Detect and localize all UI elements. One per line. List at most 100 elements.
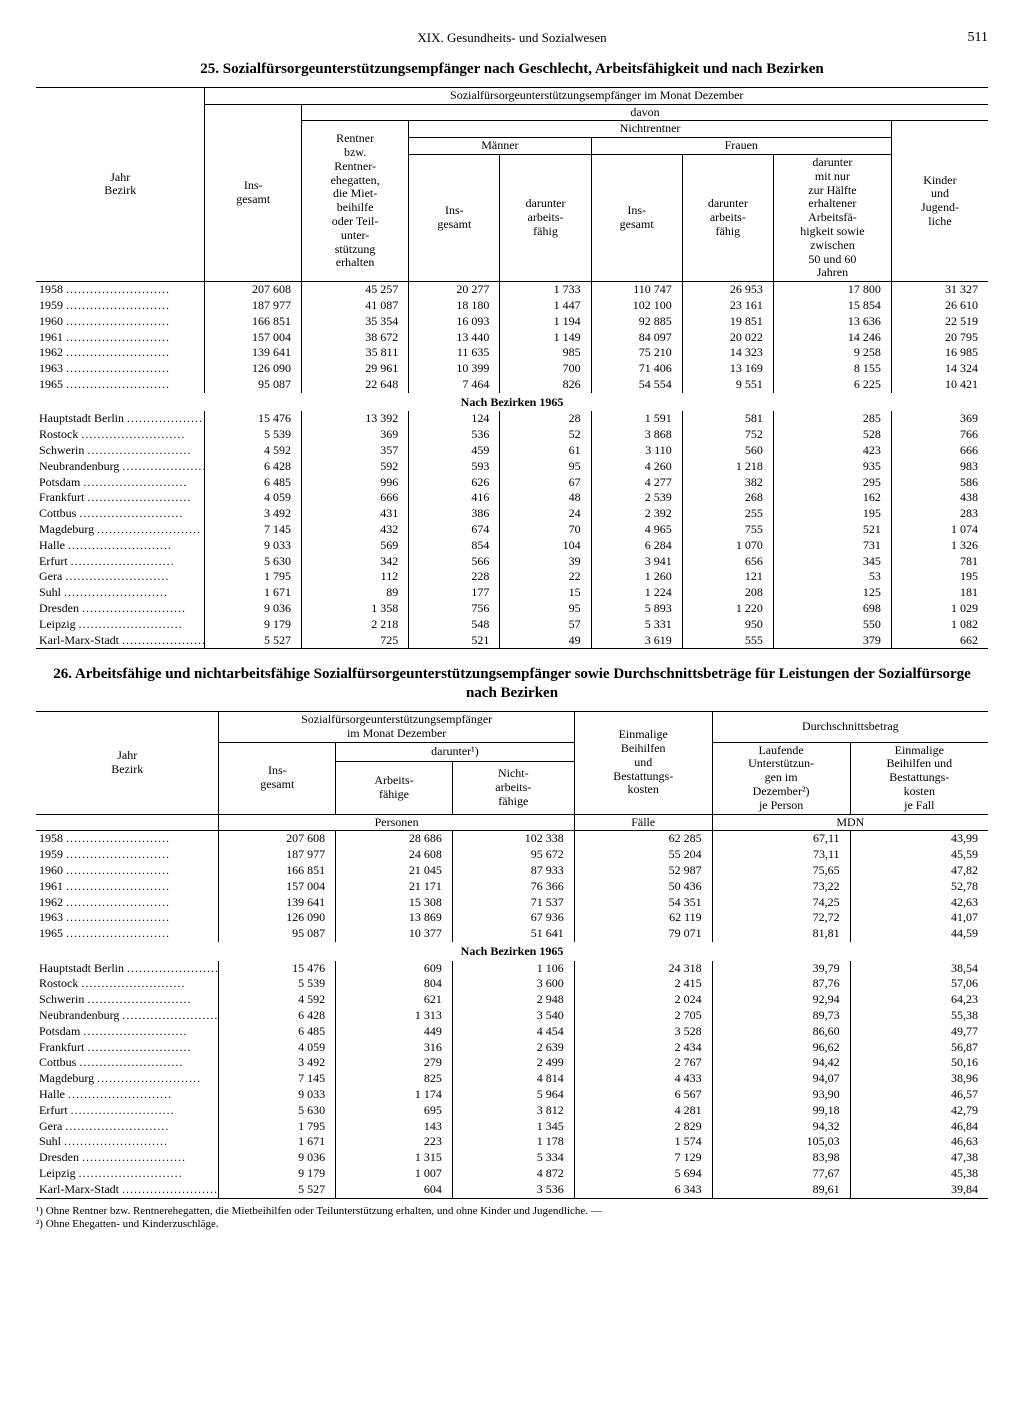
cell: 64,23: [850, 992, 988, 1008]
cell: 4 872: [452, 1166, 574, 1182]
row-label: 1965: [36, 926, 219, 942]
cell: 1 220: [682, 601, 773, 617]
cell: 139 641: [205, 345, 302, 361]
table-25-year-rows: 1958 207 60845 25720 2771 733110 74726 9…: [36, 282, 988, 393]
cell: 3 492: [219, 1055, 336, 1071]
cell: 42,79: [850, 1103, 988, 1119]
cell: 804: [336, 976, 453, 992]
cell: 4 281: [574, 1103, 712, 1119]
cell: 2 499: [452, 1055, 574, 1071]
cell: 51 641: [452, 926, 574, 942]
hdr26-laufend: Laufende Unterstützun- gen im Dezember²)…: [712, 742, 850, 814]
cell: 45,59: [850, 847, 988, 863]
cell: 18 180: [409, 298, 500, 314]
cell: 56,87: [850, 1040, 988, 1056]
hdr26-personen: Personen: [219, 814, 574, 831]
cell: 15: [500, 585, 591, 601]
cell: 38 672: [301, 330, 408, 346]
cell: 9 179: [219, 1166, 336, 1182]
table-row: Frankfurt 4 0593162 6392 43496,6256,87: [36, 1040, 988, 1056]
cell: 586: [891, 475, 988, 491]
cell: 20 277: [409, 282, 500, 298]
cell: 31 327: [891, 282, 988, 298]
row-label: Magdeburg: [36, 1071, 219, 1087]
cell: 84 097: [591, 330, 682, 346]
cell: 4 260: [591, 459, 682, 475]
hdr26-darunter: darunter¹): [336, 742, 575, 762]
cell: 14 324: [891, 361, 988, 377]
cell: 104: [500, 538, 591, 554]
cell: 9 036: [205, 601, 302, 617]
cell: 7 464: [409, 377, 500, 393]
cell: 1 326: [891, 538, 988, 554]
cell: 6 343: [574, 1182, 712, 1198]
table-row: 1962 139 64135 81111 63598575 21014 3239…: [36, 345, 988, 361]
cell: 1 174: [336, 1087, 453, 1103]
cell: 26 610: [891, 298, 988, 314]
cell: 548: [409, 617, 500, 633]
cell: 1 313: [336, 1008, 453, 1024]
cell: 24 608: [336, 847, 453, 863]
cell: 57,06: [850, 976, 988, 992]
cell: 46,84: [850, 1119, 988, 1135]
cell: 41,07: [850, 910, 988, 926]
cell: 609: [336, 961, 453, 977]
table-row: Halle 9 0331 1745 9646 56793,9046,57: [36, 1087, 988, 1103]
cell: 4 592: [205, 443, 302, 459]
cell: 21 171: [336, 879, 453, 895]
table-row: Dresden 9 0361 3155 3347 12983,9847,38: [36, 1150, 988, 1166]
cell: 432: [301, 522, 408, 538]
cell: 1 218: [682, 459, 773, 475]
cell: 725: [301, 633, 408, 649]
cell: 5 527: [219, 1182, 336, 1198]
table-row: 1958 207 60828 686102 33862 28567,1143,9…: [36, 831, 988, 847]
hdr-insgesamt: Ins- gesamt: [205, 104, 302, 282]
cell: 4 965: [591, 522, 682, 538]
cell: 731: [773, 538, 891, 554]
cell: 15 476: [219, 961, 336, 977]
cell: 49,77: [850, 1024, 988, 1040]
cell: 6 485: [219, 1024, 336, 1040]
row-label: 1959: [36, 298, 205, 314]
table-row: Cottbus 3 4922792 4992 76794,4250,16: [36, 1055, 988, 1071]
row-label: Suhl: [36, 585, 205, 601]
table-26: Jahr Bezirk Sozialfürsorgeunterstützungs…: [36, 711, 988, 1201]
cell: 756: [409, 601, 500, 617]
cell: 9 179: [205, 617, 302, 633]
hdr26-jahr-bezirk: Jahr Bezirk: [36, 711, 219, 814]
hdr26-ins: Ins- gesamt: [219, 742, 336, 814]
cell: 1 671: [205, 585, 302, 601]
cell: 81,81: [712, 926, 850, 942]
table-row: 1960 166 85121 04587 93352 98775,6547,82: [36, 863, 988, 879]
cell: 53: [773, 569, 891, 585]
hdr-m-ins: Ins- gesamt: [409, 154, 500, 281]
cell: 5 964: [452, 1087, 574, 1103]
row-label: Neubrandenburg: [36, 459, 205, 475]
cell: 983: [891, 459, 988, 475]
cell: 621: [336, 992, 453, 1008]
cell: 10 399: [409, 361, 500, 377]
cell: 38,54: [850, 961, 988, 977]
cell: 1 194: [500, 314, 591, 330]
table-row: 1960 166 85135 35416 0931 19492 88519 85…: [36, 314, 988, 330]
cell: 9 033: [205, 538, 302, 554]
cell: 7 129: [574, 1150, 712, 1166]
table-row: Schwerin 4 592357459613 110560423666: [36, 443, 988, 459]
cell: 89,61: [712, 1182, 850, 1198]
cell: 99,18: [712, 1103, 850, 1119]
cell: 95: [500, 459, 591, 475]
table-25-subhead: Nach Bezirken 1965: [36, 393, 988, 412]
cell: 29 961: [301, 361, 408, 377]
cell: 5 630: [219, 1103, 336, 1119]
cell: 223: [336, 1134, 453, 1150]
table-row: Leipzig 9 1791 0074 8725 69477,6745,38: [36, 1166, 988, 1182]
cell: 72,72: [712, 910, 850, 926]
cell: 166 851: [205, 314, 302, 330]
row-label: Erfurt: [36, 1103, 219, 1119]
cell: 76 366: [452, 879, 574, 895]
cell: 1 149: [500, 330, 591, 346]
cell: 67 936: [452, 910, 574, 926]
cell: 2 948: [452, 992, 574, 1008]
cell: 3 941: [591, 554, 682, 570]
page-number: 511: [968, 30, 988, 46]
